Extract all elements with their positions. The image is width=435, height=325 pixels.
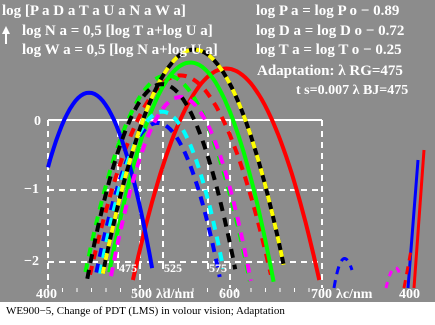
header-right-line3: log T a = log T o − 0.25 bbox=[256, 42, 402, 58]
marker-label-475: 475 bbox=[119, 261, 137, 275]
right-panel-red-solid bbox=[412, 149, 426, 289]
y-tick-labels: 0 −1 −2 bbox=[24, 114, 41, 269]
x-tick-labels: 400 500 600 700 400 λd/nm λc/nm bbox=[36, 287, 420, 302]
adaptation-label: Adaptation: λ RG=475 bbox=[257, 63, 403, 79]
x-tick-label-600: 600 bbox=[219, 287, 240, 302]
header-right-line2: log D a = log D o − 0.72 bbox=[256, 23, 404, 39]
right-panel-blue-solid bbox=[406, 159, 420, 289]
header-left-line1: log [P a D a T a U a N a W a] bbox=[2, 3, 186, 19]
x-tick-label-500: 500 bbox=[131, 287, 152, 302]
x-tick-label-400-right: 400 bbox=[399, 287, 420, 302]
chart-background bbox=[0, 0, 435, 302]
right-panel-lines bbox=[332, 149, 426, 289]
series-line-P-dash bbox=[88, 73, 273, 276]
x-tick-label-700: 700 bbox=[311, 287, 332, 302]
series-line-W-dash bbox=[98, 109, 226, 274]
series-line-K-dash bbox=[85, 82, 238, 280]
y-tick-label-1: −1 bbox=[24, 182, 39, 197]
figure-caption: WE900−5, Change of PDT (LMS) in volour v… bbox=[6, 305, 285, 317]
ts-label: t s=0.007 λ BJ=475 bbox=[296, 83, 408, 98]
x-axis-label-c: λc/nm bbox=[336, 287, 373, 302]
header-left: log [P a D a T a U a N a W a] log N a = … bbox=[2, 3, 218, 58]
grid-lines bbox=[47, 119, 324, 292]
series-line-P-solid bbox=[130, 66, 322, 281]
y-tick-label-0: 0 bbox=[34, 114, 41, 129]
right-panel-magenta-dashed bbox=[384, 265, 402, 289]
series-line-U bbox=[100, 47, 286, 275]
header-right-line1: log P a = log P o − 0.89 bbox=[256, 3, 399, 19]
series-line-T-dash bbox=[94, 120, 222, 278]
marker-labels: 475 525 575 bbox=[119, 261, 227, 275]
series-lines bbox=[46, 47, 322, 283]
x-tick-label-400: 400 bbox=[36, 287, 57, 302]
series-line-N-dash bbox=[109, 94, 253, 282]
right-panel-red-dashed bbox=[402, 249, 413, 289]
right-panel-blue-dashed bbox=[332, 256, 354, 289]
series-line-T-solid bbox=[46, 90, 155, 269]
marker-label-575: 575 bbox=[209, 261, 227, 275]
x-axis-label-d: λd/nm bbox=[156, 287, 194, 302]
header-left-line2: log N a = 0,5 [log T a+log U a] bbox=[22, 23, 213, 39]
series-line-D-solid bbox=[107, 60, 276, 283]
marker-label-525: 525 bbox=[164, 261, 182, 275]
y-axis-arrowhead bbox=[2, 26, 10, 34]
y-tick-label-2: −2 bbox=[24, 254, 39, 269]
header-left-line3: log W a = 0,5 [log N a+log U a] bbox=[22, 42, 218, 58]
header-right: log P a = log P o − 0.89 log D a = log D… bbox=[256, 3, 408, 98]
